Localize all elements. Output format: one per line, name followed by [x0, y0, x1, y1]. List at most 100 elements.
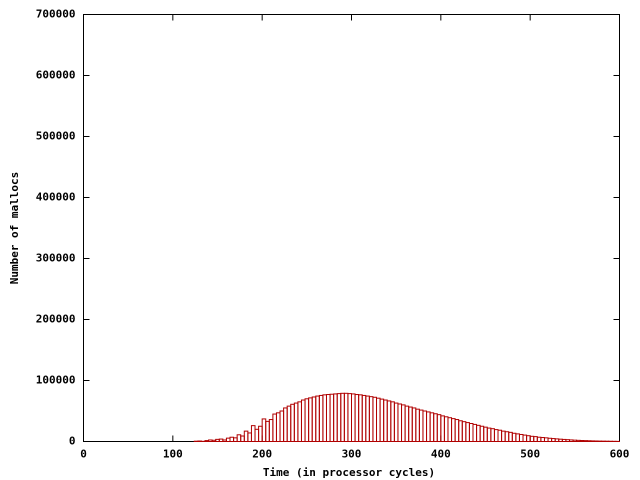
bar: [468, 423, 474, 443]
plot-frame: [83, 14, 620, 442]
bar: [590, 440, 595, 443]
bar: [461, 421, 467, 442]
bar: [565, 439, 570, 443]
bar: [372, 396, 378, 442]
bar: [426, 411, 431, 443]
bar: [286, 405, 292, 442]
y-tick-label: 600000: [36, 69, 76, 82]
bar: [490, 428, 495, 443]
bar: [401, 404, 406, 442]
bar: [443, 416, 449, 443]
bar: [336, 393, 342, 442]
bar: [222, 439, 227, 443]
bar: [568, 439, 574, 443]
bar: [529, 435, 535, 443]
bar: [526, 435, 531, 442]
bar: [343, 392, 349, 442]
bar: [504, 431, 510, 442]
bar: [383, 399, 388, 442]
bar: [265, 420, 270, 442]
bar: [297, 401, 302, 443]
bar: [393, 402, 399, 443]
bar: [365, 395, 370, 442]
bar: [458, 420, 463, 443]
x-tick-label: 200: [252, 448, 272, 461]
y-tick-label: 400000: [36, 191, 76, 204]
bar: [233, 437, 238, 442]
bar: [479, 425, 485, 442]
bar: [368, 396, 374, 443]
bar: [315, 395, 320, 442]
bar: [543, 437, 549, 442]
x-tick-label: 600: [610, 448, 630, 461]
x-tick-label: 400: [431, 448, 451, 461]
bar: [436, 414, 442, 443]
y-axis-label: Number of mallocs: [8, 172, 21, 285]
bar: [208, 439, 213, 443]
bar: [536, 436, 542, 443]
bar: [204, 440, 210, 442]
bar: [376, 397, 381, 443]
bar: [390, 401, 395, 443]
bar: [300, 399, 306, 442]
bar: [358, 394, 363, 442]
y-tick-label: 0: [69, 435, 76, 448]
bar: [318, 394, 324, 443]
bar: [593, 440, 599, 443]
bar: [547, 437, 553, 442]
bar: [386, 400, 392, 442]
bar: [551, 438, 556, 442]
bar: [329, 393, 335, 443]
bar: [308, 397, 313, 443]
bar: [554, 438, 560, 443]
y-tick-label: 200000: [36, 313, 76, 326]
bar: [429, 412, 435, 442]
bar: [225, 437, 231, 442]
bar: [347, 393, 352, 442]
bar: [451, 418, 456, 442]
bar: [472, 423, 478, 443]
bar: [515, 433, 520, 442]
x-tick-label: 0: [80, 448, 87, 461]
bar: [415, 408, 420, 443]
x-tick-label: 500: [520, 448, 540, 461]
bar: [483, 426, 488, 443]
bar: [333, 393, 338, 443]
bar: [411, 407, 417, 443]
bar: [215, 438, 220, 442]
bar: [304, 398, 310, 442]
bar: [486, 427, 492, 442]
bar: [250, 425, 256, 443]
bar: [229, 436, 235, 443]
bar: [325, 394, 331, 442]
bar: [236, 434, 242, 443]
bar: [447, 417, 453, 442]
bar: [511, 432, 517, 443]
bar: [476, 424, 481, 442]
x-tick-label: 100: [163, 448, 183, 461]
y-tick-label: 700000: [36, 8, 76, 21]
bar: [258, 425, 263, 442]
bar: [465, 422, 470, 442]
bar: [533, 436, 538, 442]
bar: [561, 438, 567, 442]
bar: [290, 403, 295, 443]
bar: [361, 394, 367, 443]
bar: [454, 419, 460, 443]
bar: [518, 433, 524, 442]
bar: [218, 438, 224, 442]
bar: [493, 429, 499, 443]
bar: [572, 439, 578, 442]
bar: [508, 431, 513, 443]
bar: [497, 429, 503, 442]
bar: [586, 440, 592, 443]
y-tick-label: 100000: [36, 374, 76, 387]
bar: [540, 437, 545, 443]
x-axis-label: Time (in processor cycles): [263, 466, 435, 479]
bar: [583, 440, 588, 442]
bar: [243, 430, 249, 443]
bar: [351, 393, 356, 443]
bar: [579, 440, 585, 442]
